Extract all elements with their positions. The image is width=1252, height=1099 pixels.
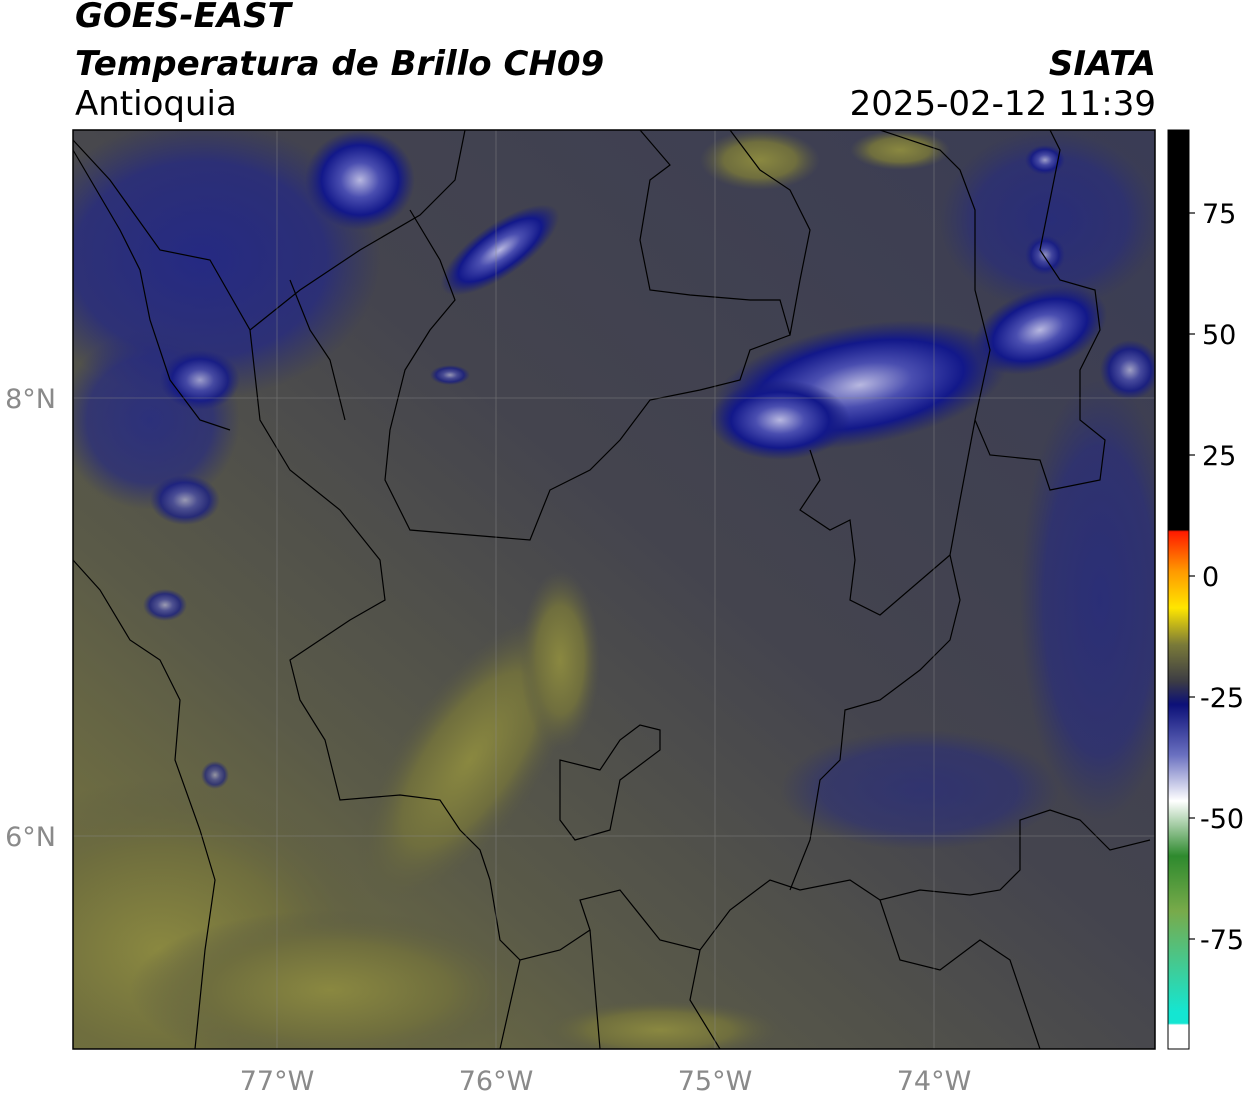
graticule	[73, 130, 1155, 1049]
colorbar-tick-neg25: -25	[1200, 683, 1244, 714]
lon-tick-labels: 77°W 76°W 75°W 74°W	[240, 1066, 972, 1097]
agency-label: SIATA	[1048, 44, 1156, 84]
colorbar-tick-neg75: -75	[1200, 925, 1244, 956]
lon-tick-77: 77°W	[240, 1066, 315, 1097]
boundary-lines	[73, 130, 1151, 1049]
colorbar-tick-75: 75	[1202, 199, 1236, 230]
lat-tick-8: 8°N	[5, 384, 56, 415]
lat-tick-labels: 8°N 6°N	[5, 384, 56, 853]
colorbar-ramp	[1167, 129, 1190, 1050]
colorbar-tick-50: 50	[1202, 320, 1236, 351]
colorbar-tick-0: 0	[1202, 562, 1219, 593]
brightness-temperature-field	[73, 130, 1155, 1049]
satellite-title: GOES-EAST	[75, 0, 291, 36]
product-title: Temperatura de Brillo CH09	[75, 44, 605, 84]
region-label: Antioquia	[75, 84, 237, 124]
colorbar-tick-25: 25	[1202, 441, 1236, 472]
lon-tick-76: 76°W	[459, 1066, 534, 1097]
lat-tick-6: 6°N	[5, 822, 56, 853]
colorbar: 75 50 25 0 -25 -50 -75	[1167, 129, 1244, 1050]
datetime-label: 2025-02-12 11:39	[849, 84, 1156, 124]
lon-tick-75: 75°W	[678, 1066, 753, 1097]
lon-tick-74: 74°W	[897, 1066, 972, 1097]
map-frame	[72, 129, 1156, 1050]
colorbar-tick-neg50: -50	[1200, 804, 1244, 835]
